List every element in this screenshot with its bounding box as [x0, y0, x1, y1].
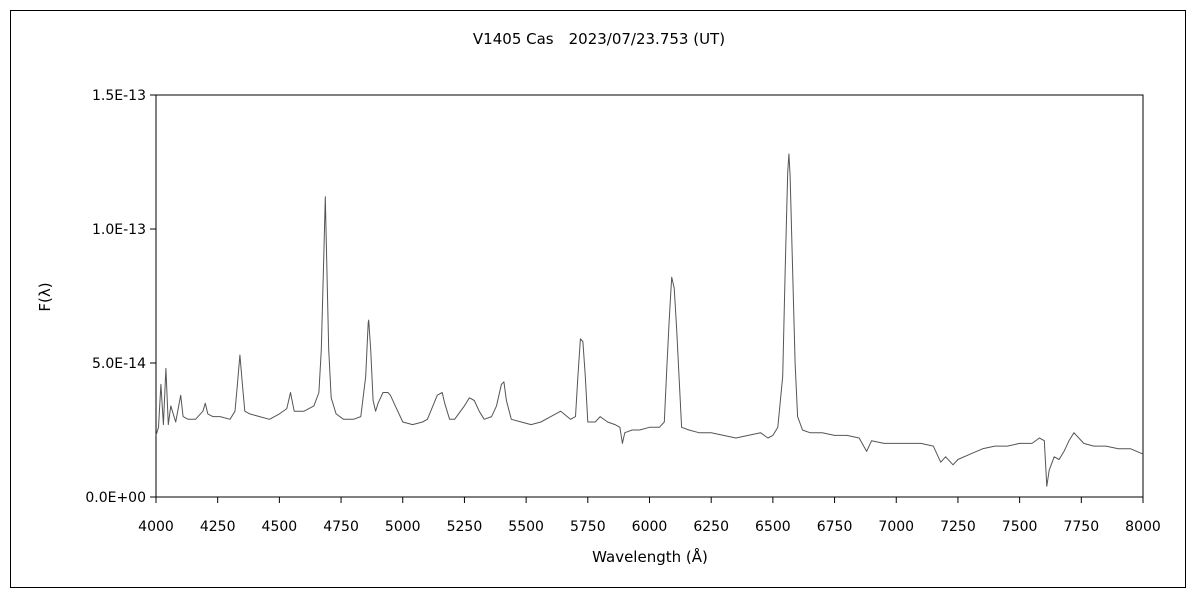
x-axis: 4000 4250 4500 4750 5000 5250 5500 5750 6000 6250…: [138, 497, 1161, 535]
x-tick-label: 6750: [817, 519, 853, 535]
y-tick-label: 5.0E-14: [92, 356, 146, 372]
y-tick-label: 1.0E-13: [92, 222, 146, 238]
x-tick-label: 5750: [570, 519, 606, 535]
x-tick-label: 4250: [200, 519, 236, 535]
y-tick-label: 1.5E-13: [92, 88, 146, 104]
x-tick-label: 7250: [940, 519, 976, 535]
x-tick-label: 6000: [632, 519, 668, 535]
x-tick-label: 4500: [262, 519, 298, 535]
y-tick-label: 0.0E+00: [85, 490, 146, 506]
x-tick-label: 6500: [755, 519, 791, 535]
y-axis: 0.0E+00 5.0E-14 1.0E-13 1.5E-13: [85, 88, 156, 506]
x-tick-label: 5000: [385, 519, 421, 535]
x-tick-label: 7500: [1002, 519, 1038, 535]
x-tick-label: 4000: [138, 519, 174, 535]
x-tick-label: 5500: [508, 519, 544, 535]
x-tick-label: 8000: [1125, 519, 1161, 535]
y-axis-title: F(λ): [36, 282, 54, 311]
x-tick-label: 5250: [447, 519, 483, 535]
plot-area: [155, 94, 1144, 498]
chart-frame: [10, 10, 1186, 588]
x-tick-label: 4750: [323, 519, 359, 535]
x-tick-label: 6250: [693, 519, 729, 535]
spectrum-line: [155, 153, 1144, 487]
chart-title: V1405 Cas 2023/07/23.753 (UT): [473, 30, 725, 48]
series-group: [155, 153, 1144, 487]
x-tick-label: 7000: [878, 519, 914, 535]
x-tick-label: 7750: [1063, 519, 1099, 535]
x-axis-title: Wavelength (Å): [592, 547, 708, 566]
